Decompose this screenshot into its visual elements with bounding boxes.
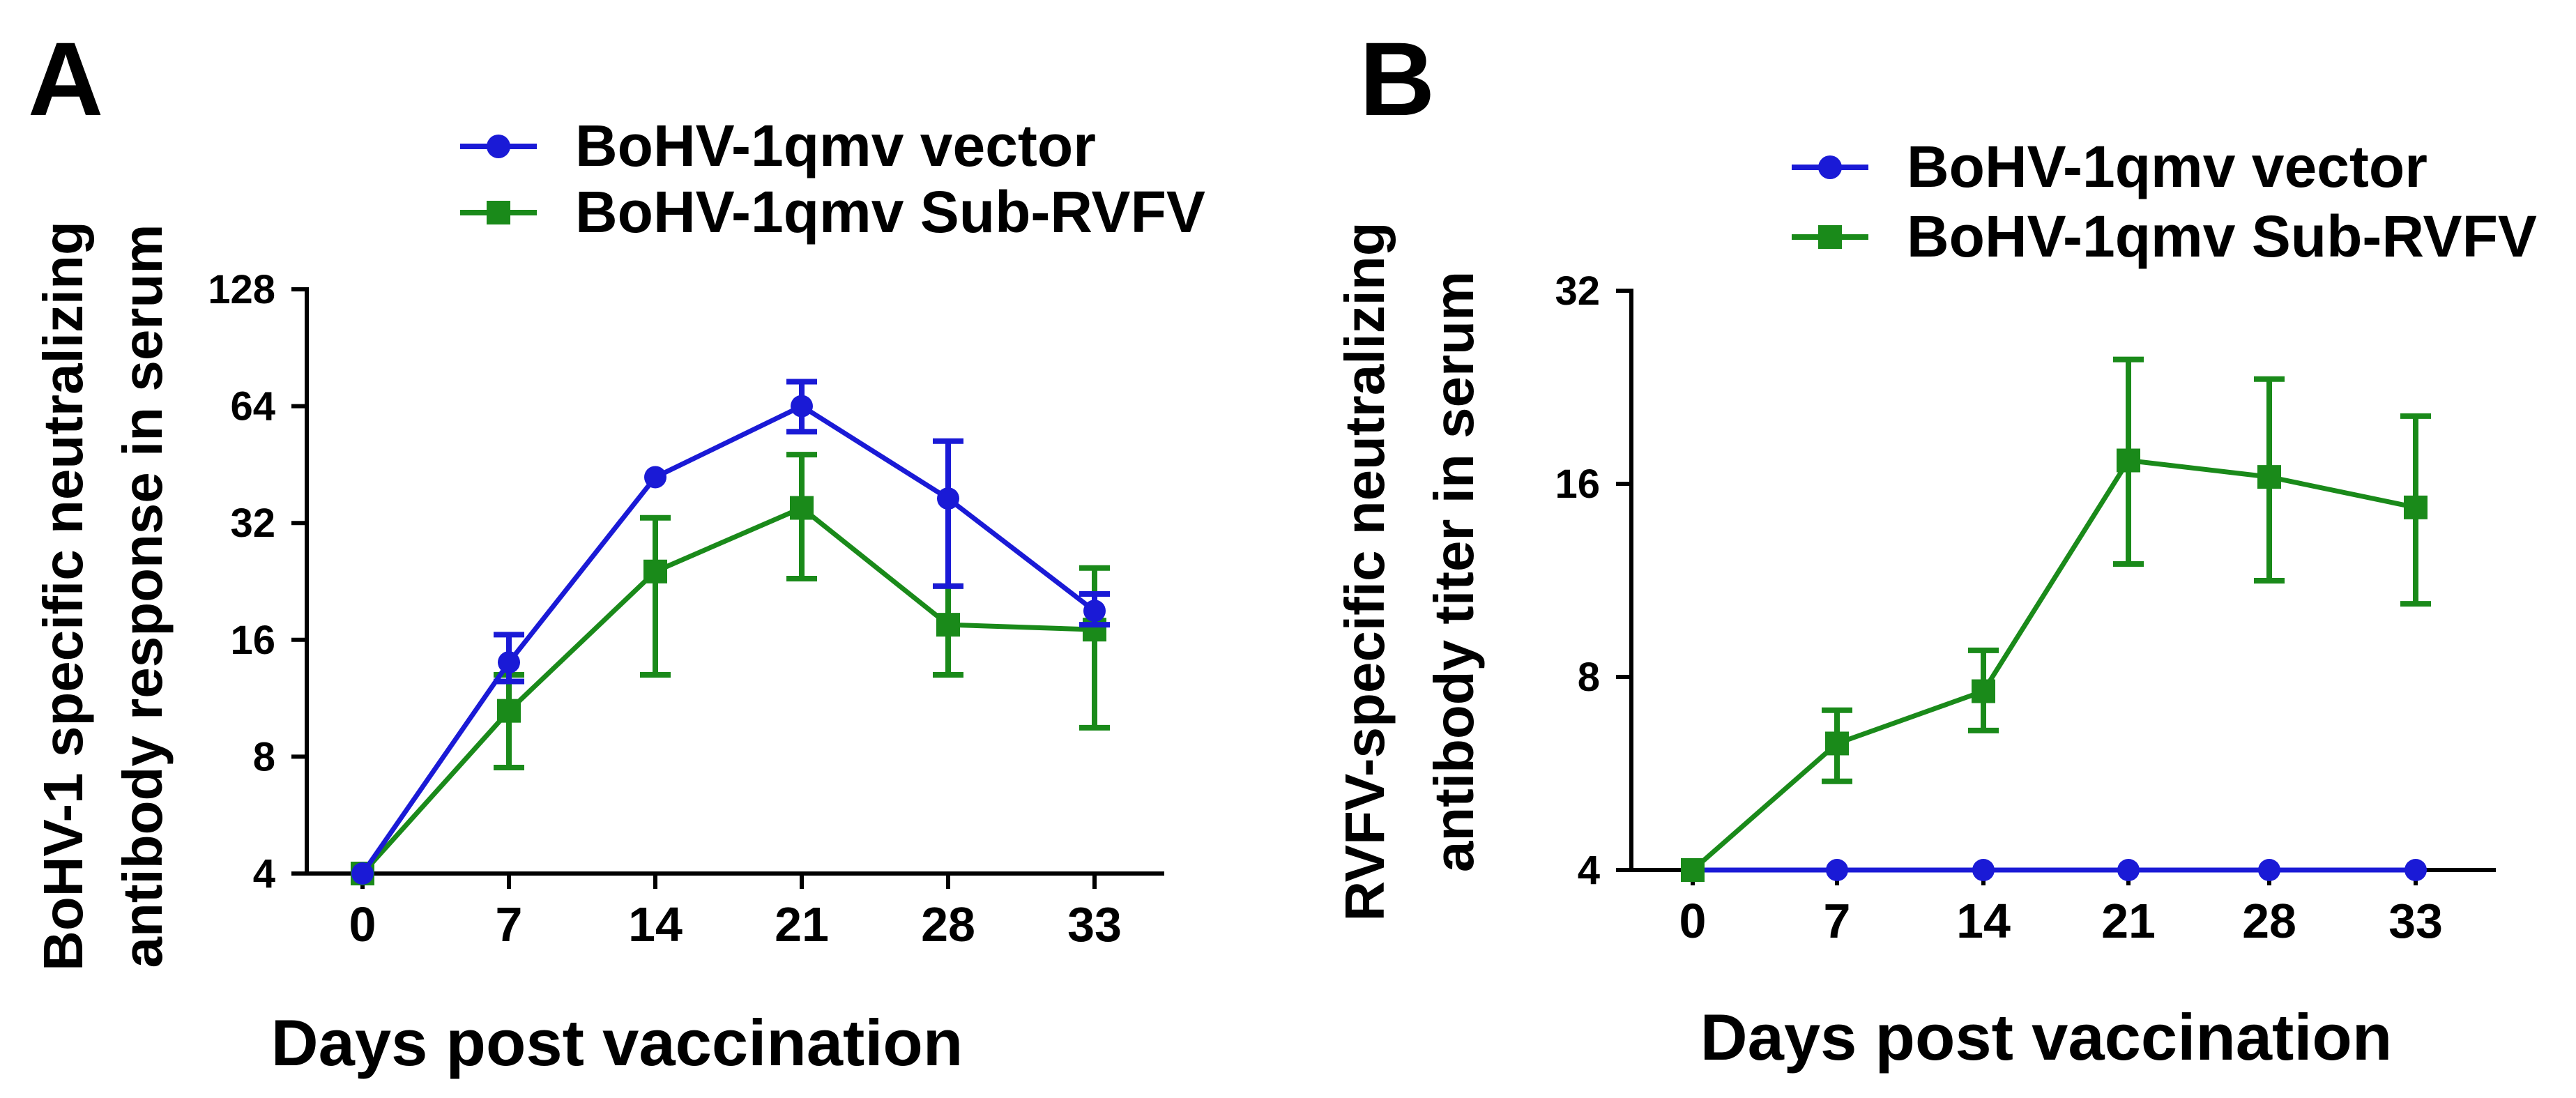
panel-a-y-tick-label: 128 [208, 267, 275, 312]
panel-a-vector-point [1083, 600, 1106, 623]
panel-b-vector-point [2117, 859, 2140, 881]
panel-a-vector-point [498, 651, 520, 674]
panel-b-x-tick-label: 21 [2101, 894, 2156, 948]
panel-b-x-tick-label: 33 [2388, 894, 2443, 948]
panel-b-y-title: RVFV-specific neutralizing antibody tite… [1334, 222, 1485, 921]
panel-a-y-tick-label: 32 [230, 501, 275, 546]
panel-b-vector-point [2404, 859, 2427, 881]
legend-b-vector-marker [1818, 155, 1842, 179]
panel-a-x-tick-label: 0 [349, 897, 376, 952]
legend-b-sub-label: BoHV-1qmv Sub-RVFV [1907, 204, 2537, 269]
panel-b: B BoHV-1qmv vector BoHV-1qmv Sub-RVFV RV… [1334, 20, 2537, 1074]
panel-b-vector-point [1972, 859, 1995, 881]
panel-a-y-tick-label: 16 [230, 618, 275, 663]
panel-a-y-tick-label: 8 [253, 734, 275, 779]
panel-b-vector-point [2258, 859, 2280, 881]
panel-b-y-title-line1: RVFV-specific neutralizing [1334, 222, 1396, 921]
panel-a-sub-rvfv-point [790, 496, 814, 520]
legend-a-vector-marker [487, 135, 510, 158]
panel-a-plot: 4 8 16 32 64 128 0 7 14 21 28 33 [208, 267, 1164, 952]
panel-a-vector-point [937, 487, 959, 510]
panel-a-y-tick-label: 64 [230, 384, 275, 429]
panel-a: A BoHV-1qmv vector BoHV-1qmv Sub-RVFV Bo… [28, 20, 1205, 1079]
legend-b-sub-marker [1818, 225, 1842, 249]
panel-a-x-tick-label: 28 [921, 897, 975, 952]
panel-b-x-tick-label: 14 [1956, 894, 2011, 948]
panel-b-legend: BoHV-1qmv vector BoHV-1qmv Sub-RVFV [1792, 134, 2537, 269]
panel-a-x-tick-label: 7 [496, 897, 523, 952]
panel-a-sub-rvfv-line [360, 505, 1095, 876]
panel-a-y-tick-label: 4 [253, 851, 275, 897]
panel-a-y-title-line1: BoHV-1 specific neutralizing [32, 221, 94, 971]
legend-a-sub-label: BoHV-1qmv Sub-RVFV [575, 179, 1205, 245]
panel-b-sub-rvfv-point [1825, 731, 1849, 756]
panel-b-sub-rvfv-point [2117, 448, 2140, 473]
panel-a-x-tick-label: 33 [1067, 897, 1122, 952]
legend-b-vector-label: BoHV-1qmv vector [1907, 134, 2428, 199]
panel-b-x-tick-label: 7 [1824, 894, 1851, 948]
panel-b-y-tick-label: 16 [1555, 462, 1600, 507]
panel-b-sub-rvfv-point [1972, 679, 1995, 703]
panel-a-letter: A [28, 20, 103, 137]
panel-a-vector-point [644, 466, 666, 489]
panel-b-sub-rvfv-point [2404, 495, 2428, 519]
panel-a-vector-point [351, 862, 374, 885]
panel-a-sub-rvfv-point [936, 613, 960, 637]
panel-a-x-title: Days post vaccination [271, 1006, 963, 1079]
panel-a-sub-rvfv-point [497, 699, 521, 723]
legend-a-sub-marker [487, 201, 510, 224]
panel-a-y-title: BoHV-1 specific neutralizing antibody re… [32, 221, 174, 971]
panel-b-sub-rvfv-line [1691, 457, 2416, 872]
panel-a-vector-point [791, 395, 813, 418]
panel-a-x-tick-label: 21 [775, 897, 829, 952]
panel-b-plot: 4 8 16 32 0 7 14 21 28 33 [1555, 268, 2496, 948]
panel-a-legend: BoHV-1qmv vector BoHV-1qmv Sub-RVFV [460, 113, 1205, 245]
panel-a-vector-line [360, 404, 1097, 875]
panel-b-vector-point [1826, 859, 1848, 881]
panel-b-y-tick-label: 32 [1555, 268, 1600, 314]
panel-b-x-tick-label: 28 [2242, 894, 2296, 948]
panel-b-x-title: Days post vaccination [1700, 1000, 2393, 1074]
panel-a-y-title-line2: antibody response in serum [112, 224, 174, 968]
panel-b-y-tick-label: 4 [1578, 848, 1600, 893]
panel-a-x-tick-label: 14 [628, 897, 683, 952]
panel-b-sub-rvfv-point [1681, 858, 1705, 882]
panel-b-y-title-line2: antibody titer in serum [1423, 271, 1485, 872]
legend-a-vector-label: BoHV-1qmv vector [575, 113, 1096, 178]
panel-b-y-tick-label: 8 [1578, 655, 1600, 700]
panel-b-letter: B [1359, 20, 1435, 137]
panel-b-x-tick-label: 0 [1679, 894, 1707, 948]
panel-a-sub-rvfv-point [643, 559, 667, 584]
panel-b-sub-rvfv-point [2257, 465, 2281, 489]
